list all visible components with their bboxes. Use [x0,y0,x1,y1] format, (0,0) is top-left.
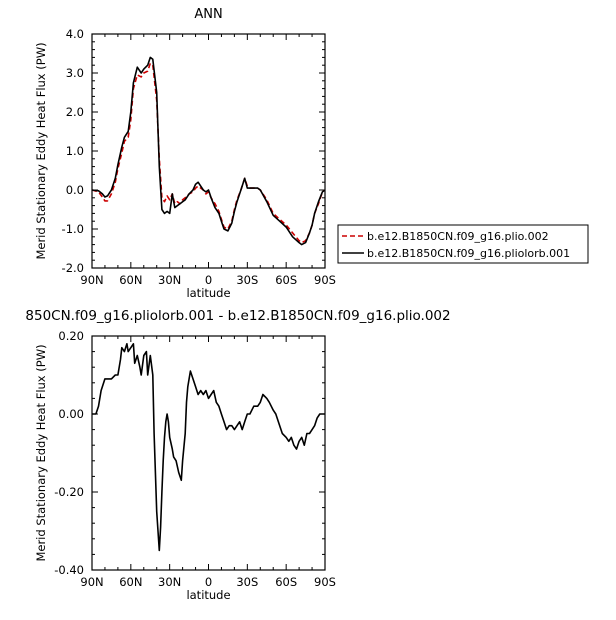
y-tick-label: 1.0 [66,144,84,158]
chart-title: ANN [194,7,222,22]
y-tick-label: -0.20 [54,485,84,499]
y-tick-label: 2.0 [66,105,84,119]
y-tick-label: -2.0 [62,261,84,275]
y-tick-label: 0.20 [58,329,84,343]
x-tick-label: 60S [275,575,297,589]
legend: b.e12.B1850CN.f09_g16.plio.002 b.e12.B185… [337,224,589,264]
series-line-0 [91,62,326,244]
x-tick-label: 30S [236,273,258,287]
x-axis-label: latitude [186,588,230,602]
legend-label-1: b.e12.B1850CN.f09_g16.pliolorb.001 [367,247,570,260]
y-axis-label: Merid Stationary Eddy Heat Flux (PW) [34,42,48,259]
legend-box [337,224,589,264]
series-line-0 [92,342,325,552]
chart-title: 850CN.f09_g16.pliolorb.001 - b.e12.B1850… [25,308,450,324]
legend-label-0: b.e12.B1850CN.f09_g16.plio.002 [367,230,549,243]
y-tick-label: 4.0 [66,27,84,41]
x-tick-label: 90S [314,575,336,589]
y-tick-label: -0.40 [54,563,84,577]
x-tick-label: 90S [314,273,336,287]
bottom-panel-difference: 850CN.f09_g16.pliolorb.001 - b.e12.B1850… [25,308,450,602]
x-axis-label: latitude [186,286,230,300]
y-tick-label: 0.00 [58,407,84,421]
x-tick-label: 90N [80,273,103,287]
x-tick-label: 30N [158,575,181,589]
x-tick-label: 0 [205,575,212,589]
x-tick-label: 30S [236,575,258,589]
plot-frame [91,33,326,269]
x-tick-label: 60N [119,273,142,287]
top-panel-annual-heat-flux: ANN 90N 60N 30N 0 30S 60S 90S -2.0 -1.0 0.0 1.0 2.0 3… [34,7,336,300]
x-tick-label: 30N [158,273,181,287]
y-tick-label: 3.0 [66,66,84,80]
x-tick-label: 60S [275,273,297,287]
x-tick-label: 0 [205,273,212,287]
series-line-1 [91,56,326,246]
plot-frame [91,335,326,571]
y-tick-label: -1.0 [62,222,84,236]
x-tick-label: 60N [119,575,142,589]
y-tick-label: 0.0 [66,183,84,197]
y-axis-label: Merid Stationary Eddy Heat Flux (PW) [34,344,48,561]
x-tick-label: 90N [80,575,103,589]
